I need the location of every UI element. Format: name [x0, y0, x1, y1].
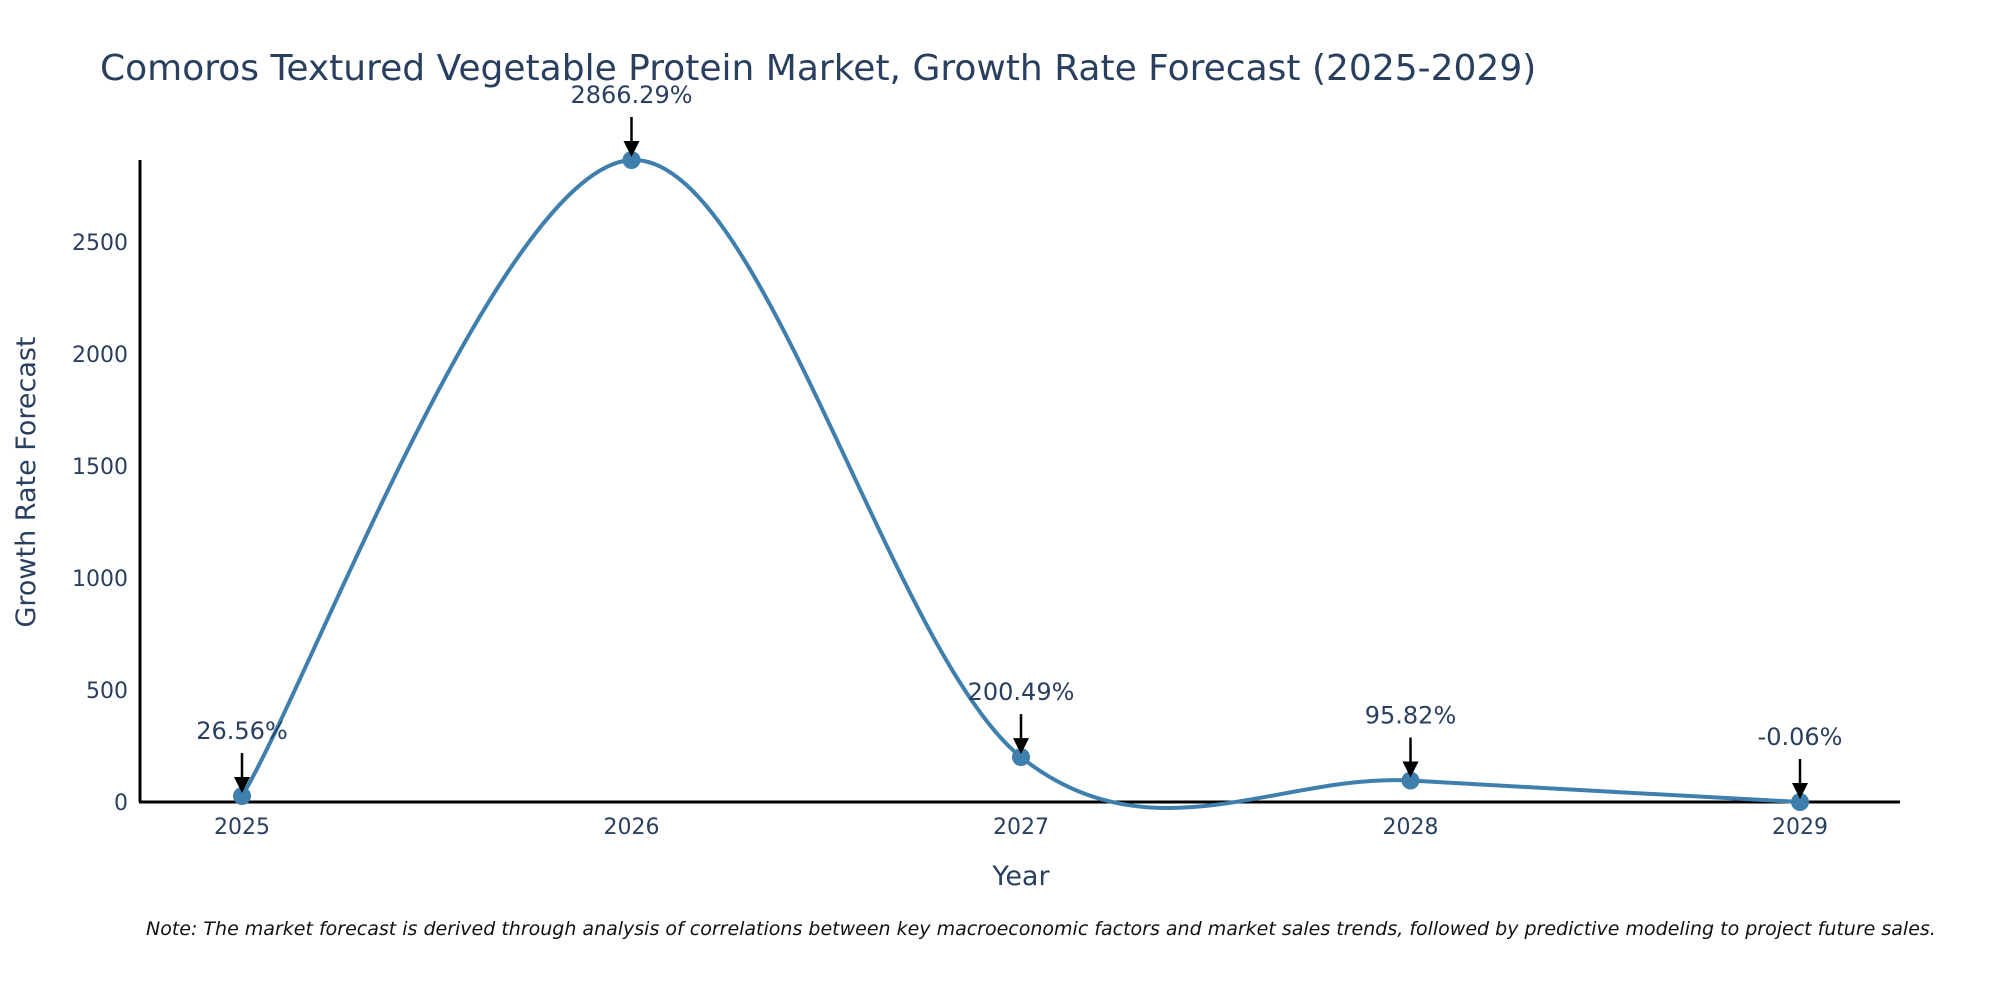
y-axis-ticks: 0 500 1000 1500 2000 2500	[72, 231, 128, 816]
x-axis-ticks: 2025 2026 2027 2028 2029	[214, 815, 1828, 840]
annotation-label-2025: 26.56%	[196, 717, 288, 745]
x-tick-label: 2026	[604, 815, 660, 840]
annotation-arrow-head	[1013, 738, 1029, 755]
y-tick-label: 1000	[72, 567, 128, 592]
y-tick-label: 500	[86, 679, 128, 704]
y-tick-label: 2000	[72, 343, 128, 368]
data-point-2025	[233, 787, 251, 806]
footnote: Note: The market forecast is derived thr…	[146, 918, 1936, 940]
series-line	[240, 157, 1801, 810]
annotation-label-2029: -0.06%	[1758, 723, 1843, 751]
annotation-arrow-head	[234, 777, 250, 794]
annotation-arrow-head	[623, 141, 640, 157]
annotation-label-2027: 200.49%	[968, 678, 1075, 706]
data-point-2026	[622, 151, 641, 169]
x-tick-label: 2028	[1383, 815, 1439, 840]
data-point-2028	[1401, 771, 1420, 790]
data-point-2027	[1012, 748, 1030, 767]
chart-title: Comoros Textured Vegetable Protein Marke…	[100, 48, 1536, 89]
x-tick-label: 2029	[1772, 815, 1828, 840]
x-tick-label: 2027	[993, 815, 1049, 840]
annotation-arrow-head	[1792, 783, 1808, 800]
annotation-arrow-head	[1402, 761, 1419, 778]
data-points	[233, 151, 1809, 812]
x-axis-title: Year	[991, 861, 1050, 892]
annotation-label-2028: 95.82%	[1365, 702, 1457, 730]
annotations: 26.56% 2866.29% 200.49% 95.82% -0.06%	[196, 81, 1843, 800]
y-tick-label: 1500	[72, 455, 128, 480]
x-tick-label: 2025	[214, 815, 270, 840]
y-tick-label: 0	[114, 791, 128, 816]
data-point-2029	[1791, 793, 1809, 812]
annotation-label-2026: 2866.29%	[570, 81, 692, 109]
y-axis-title: Growth Rate Forecast	[11, 336, 42, 627]
y-tick-label: 2500	[72, 231, 128, 256]
